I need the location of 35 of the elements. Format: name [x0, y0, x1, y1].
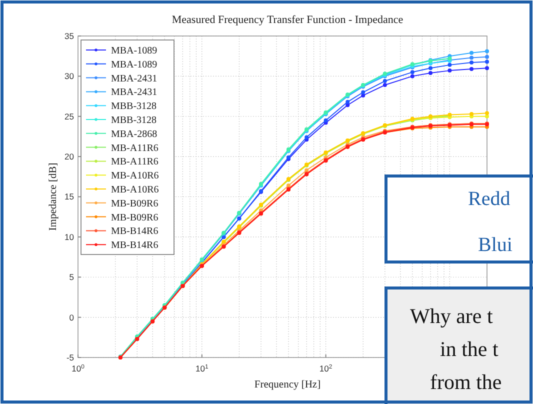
- legend-label: MBB-3128: [111, 115, 157, 126]
- legend-label: MBB-3128: [111, 101, 157, 112]
- y-tick-label: 15: [64, 192, 74, 202]
- y-tick-label: 0: [69, 312, 74, 322]
- annotation: Redd: [468, 188, 510, 210]
- legend-label: MBA-2431: [111, 73, 158, 84]
- text: from the: [430, 370, 502, 394]
- legend-label: MBA-2431: [111, 87, 158, 98]
- y-tick-label: 20: [64, 152, 74, 162]
- annotation: Blui: [478, 234, 513, 256]
- legend-label: MB-A10R6: [111, 170, 159, 182]
- y-tick-label: 35: [64, 30, 74, 41]
- legend-label: MBA-1089: [111, 46, 158, 56]
- legend-label: MB-B14R6: [111, 226, 158, 238]
- y-tick-label: 30: [64, 71, 74, 82]
- legend-label: MBA-1089: [111, 59, 158, 70]
- legend-label: MBA-2868: [111, 128, 158, 140]
- legend-label: MB-A10R6: [111, 184, 159, 196]
- legend-label: MB-A11R6: [111, 142, 158, 154]
- y-tick-label: 5: [69, 272, 74, 282]
- x-tick-label: 10$^{1}$: [196, 364, 209, 374]
- x-tick-label: 10$^{2}$: [319, 364, 332, 374]
- legend-label: MB-B14R6: [111, 240, 158, 252]
- chart-title: Measured Frequency Transfer Function - Impedance: [172, 14, 404, 26]
- annotation: in the t: [440, 337, 498, 361]
- legend-label: MB-B09R6: [111, 212, 158, 224]
- x-axis-title: Frequency [Hz]: [254, 380, 321, 390]
- legend-label: MB-A11R6: [111, 156, 158, 168]
- legend-label: MB-B09R6: [111, 198, 158, 210]
- annotation: Why are t: [410, 304, 493, 328]
- y-tick-label: 10: [64, 232, 74, 242]
- y-tick-label: -5: [66, 352, 74, 362]
- y-axis-title: Impedance [dB]: [48, 162, 59, 231]
- y-tick-label: 25: [64, 111, 74, 122]
- x-tick-label: 10$^{0}$: [72, 364, 86, 374]
